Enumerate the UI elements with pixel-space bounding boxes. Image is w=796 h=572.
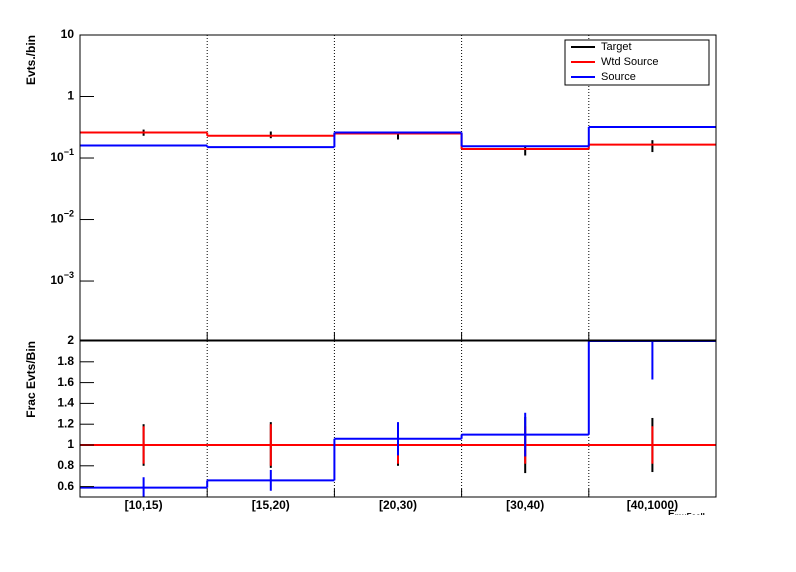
y-axis-label: Evts./bin (24, 35, 38, 85)
y-tick-label: 2 (67, 333, 74, 347)
x-tick-label: [40,1000) (627, 498, 678, 512)
y-tick-base: 10 (50, 150, 64, 164)
x-label-sub: muFcell (675, 512, 705, 521)
frame (79, 34, 717, 341)
legend-label: Source (601, 71, 636, 83)
x-tick-label: [20,30) (379, 498, 417, 512)
y-axis-label: Frac Evts/Bin (24, 341, 38, 418)
y-tick-label: 10−2 (50, 209, 74, 226)
x-label-base: E (668, 509, 675, 520)
plot-area (80, 35, 716, 340)
y-tick-label: 0.6 (57, 479, 74, 493)
x-axis-label: EmuFcell (668, 509, 705, 521)
y-tick-label: 1.2 (57, 416, 74, 430)
y-tick-label: 1 (67, 89, 74, 103)
y-tick-label: 1.6 (57, 375, 74, 389)
y-tick-label: 1 (67, 437, 74, 451)
y-tick-exponent: −2 (64, 209, 74, 219)
y-tick-label: 1.8 (57, 354, 74, 368)
y-tick-label: 10−3 (50, 270, 74, 287)
y-tick-exponent: −3 (64, 270, 74, 280)
x-tick-label: [10,15) (125, 498, 163, 512)
plot-area (80, 341, 716, 497)
x-tick-label: [30,40) (506, 498, 544, 512)
y-tick-label: 1.4 (57, 396, 74, 410)
y-tick-base: 10 (50, 212, 64, 226)
y-tick-label: 0.8 (57, 458, 74, 472)
legend-label: Target (601, 41, 632, 53)
y-tick-label: 10−1 (50, 147, 74, 164)
frame (79, 340, 717, 498)
y-tick-base: 10 (50, 273, 64, 287)
y-tick-exponent: −1 (64, 147, 74, 157)
legend-label: Wtd Source (601, 56, 658, 68)
y-tick-label: 10 (61, 27, 75, 41)
x-tick-label: [15,20) (252, 498, 290, 512)
